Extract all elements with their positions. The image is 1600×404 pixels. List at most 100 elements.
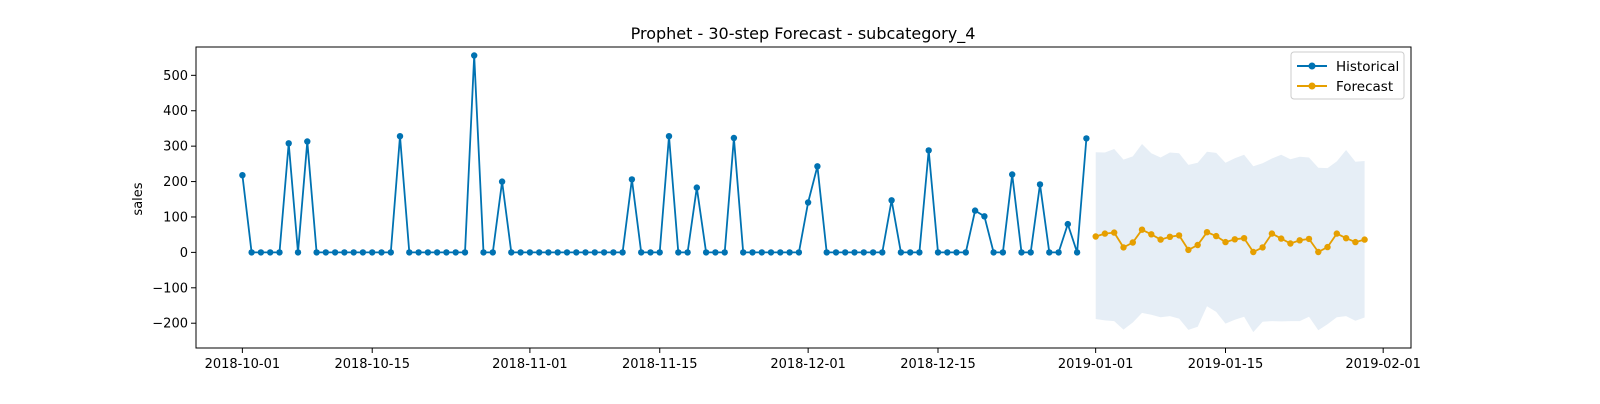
historical-point <box>452 249 459 256</box>
historical-point <box>480 249 487 256</box>
historical-point <box>962 249 969 256</box>
legend-forecast-marker <box>1308 82 1316 90</box>
historical-point <box>971 207 979 214</box>
historical-point <box>749 249 756 256</box>
historical-point <box>545 249 552 256</box>
historical-point <box>573 249 580 256</box>
historical-point <box>814 163 821 170</box>
historical-point <box>369 249 376 256</box>
historical-point <box>1073 249 1081 256</box>
historical-point <box>1018 249 1025 256</box>
historical-point <box>832 249 840 256</box>
legend-forecast-label: Forecast <box>1336 79 1393 95</box>
historical-point <box>582 249 589 256</box>
forecast-point <box>1250 248 1257 256</box>
historical-point <box>916 249 923 256</box>
historical-point <box>944 249 951 256</box>
plot-frame <box>195 46 1412 349</box>
y-tick-label: 300 <box>163 140 188 155</box>
historical-point <box>508 249 515 256</box>
forecast-point <box>1185 246 1192 254</box>
forecast-point <box>1296 237 1303 244</box>
historical-point <box>879 249 886 256</box>
historical-point <box>1055 249 1062 256</box>
x-tick-label: 2018-11-15 <box>622 357 698 372</box>
historical-point <box>795 249 803 256</box>
historical-point <box>647 249 654 256</box>
historical-point <box>387 249 394 256</box>
historical-point <box>740 249 747 256</box>
historical-point <box>897 249 905 256</box>
forecast-point <box>1129 239 1137 246</box>
forecast-interval-layer <box>1095 144 1365 333</box>
historical-point <box>433 249 441 256</box>
x-tick-label: 2018-10-01 <box>205 357 281 372</box>
historical-point <box>907 249 914 256</box>
historical-point <box>925 147 932 154</box>
y-axis-label: sales <box>131 182 146 215</box>
historical-point <box>248 249 255 256</box>
historical-point <box>1027 249 1034 256</box>
historical-point <box>786 249 793 256</box>
legend-historical-marker <box>1308 62 1316 70</box>
historical-line <box>241 54 1088 254</box>
y-tick-label: 100 <box>163 210 188 225</box>
x-tick-label: 2018-12-15 <box>900 357 976 372</box>
forecast-point <box>1240 235 1248 242</box>
x-tick-label: 2018-11-01 <box>492 357 568 372</box>
forecast-point <box>1157 236 1164 243</box>
x-tick-label: 2019-02-01 <box>1345 357 1421 372</box>
historical-point <box>498 178 506 185</box>
historical-point <box>758 249 765 256</box>
historical-point <box>406 249 413 256</box>
historical-point <box>267 249 274 256</box>
historical-point <box>461 249 469 256</box>
historical-point <box>869 249 877 256</box>
historical-point <box>378 249 385 256</box>
historical-point <box>934 249 942 256</box>
historical-point <box>693 184 700 191</box>
x-tick-label: 2019-01-15 <box>1188 357 1264 372</box>
historical-point <box>851 249 858 256</box>
historical-point <box>777 249 784 256</box>
historical-point <box>619 249 626 256</box>
forecast-point <box>1268 230 1276 237</box>
forecast-point <box>1092 233 1099 240</box>
axes-layer: −200 −100 0 100 200 300 400 500 2018-10-01 2018-1… <box>152 46 1421 372</box>
y-tick-label: 500 <box>163 69 188 84</box>
forecast-point <box>1231 236 1239 243</box>
x-tick-label: 2019-01-01 <box>1058 357 1134 372</box>
historical-point <box>656 249 663 256</box>
historical-point <box>1083 135 1090 142</box>
historical-point <box>600 249 608 256</box>
forecast-point <box>1101 230 1109 237</box>
historical-point <box>1009 171 1016 178</box>
historical-point <box>294 249 302 256</box>
forecast-point <box>1203 229 1211 236</box>
historical-point <box>471 52 478 59</box>
historical-point <box>981 213 988 220</box>
historical-point <box>1036 181 1044 188</box>
historical-point <box>953 249 960 256</box>
forecast-point <box>1120 244 1127 251</box>
historical-point <box>721 249 728 256</box>
forecast-point <box>1213 232 1220 240</box>
historical-point <box>424 249 432 256</box>
historical-point <box>443 249 450 256</box>
historical-point <box>415 249 422 256</box>
forecast-point <box>1111 229 1118 236</box>
forecast-point <box>1324 243 1331 251</box>
x-tick-label: 2018-10-15 <box>334 357 410 372</box>
historical-point <box>804 199 812 206</box>
historical-point <box>675 249 682 256</box>
historical-point <box>842 249 849 256</box>
historical-point <box>563 249 571 256</box>
historical-point <box>331 249 339 256</box>
y-tick-label: 400 <box>163 104 188 119</box>
historical-point <box>536 249 543 256</box>
historical-point <box>350 249 357 256</box>
historical-point <box>767 249 775 256</box>
legend-historical-label: Historical <box>1336 59 1399 75</box>
